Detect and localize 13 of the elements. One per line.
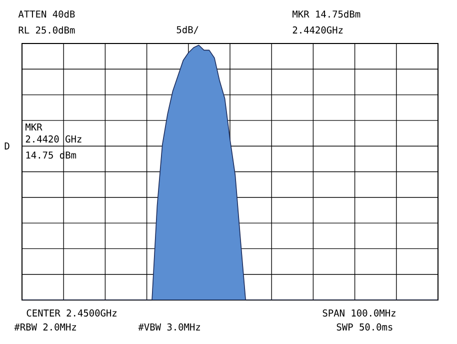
text: SPAN 100.0MHz — [322, 309, 396, 317]
annotation: MKR — [26, 124, 42, 130]
annotation: 2.4420 GHz — [26, 135, 82, 143]
text: 5dB/ — [176, 26, 198, 34]
text: RL 25.0dBm — [18, 26, 75, 34]
text: D — [4, 142, 10, 150]
text: SWP 50.0ms — [336, 323, 392, 331]
text: ATTEN 40dB — [18, 10, 75, 18]
text: 2.4420GHz — [292, 26, 343, 34]
text: #VBW 3.0MHz — [138, 323, 200, 331]
text: MKR 14.75dBm — [292, 10, 360, 18]
text: #RBW 2.0MHz — [14, 323, 76, 331]
text: CENTER 2.4500GHz — [26, 309, 116, 317]
